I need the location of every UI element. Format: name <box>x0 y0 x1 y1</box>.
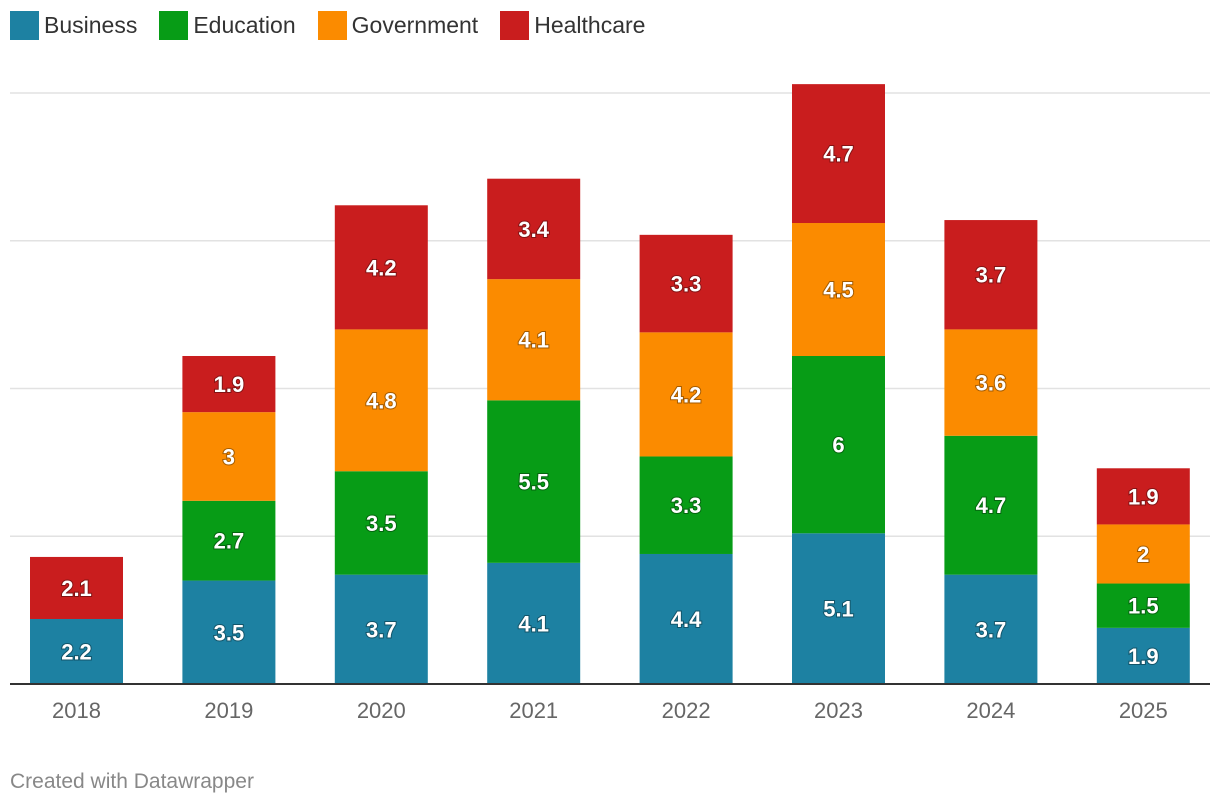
legend-item-education: Education <box>159 11 296 40</box>
x-tick-label: 2022 <box>662 698 711 723</box>
x-tick-label: 2023 <box>814 698 863 723</box>
data-label: 3 <box>223 444 235 469</box>
bar-segment-education-2025 <box>1096 583 1190 628</box>
data-label: 1.9 <box>1128 644 1159 669</box>
bar-segment-healthcare-2018 <box>30 556 123 619</box>
legend-label: Business <box>44 12 138 38</box>
legend-label: Healthcare <box>534 12 646 38</box>
x-tick-label: 2024 <box>966 698 1015 723</box>
data-label: 4.2 <box>671 382 702 407</box>
x-tick-label: 2020 <box>357 698 406 723</box>
bar-segment-business-2023 <box>792 533 885 684</box>
bar-segment-healthcare-2024 <box>944 220 1038 330</box>
bar-segment-government-2022 <box>639 332 733 457</box>
data-label: 3.4 <box>518 217 549 242</box>
data-label: 4.7 <box>976 493 1007 518</box>
bar-segment-business-2019 <box>182 580 276 684</box>
data-label: 4.7 <box>823 142 854 167</box>
legend-swatch <box>500 11 530 40</box>
legend-swatch <box>159 11 189 40</box>
data-label: 3.3 <box>671 493 702 518</box>
bar-segment-government-2023 <box>792 223 885 356</box>
data-label: 5.5 <box>518 470 549 495</box>
legend-label: Education <box>193 12 296 38</box>
data-label: 1.5 <box>1128 594 1159 619</box>
bar-segment-education-2019 <box>182 500 276 581</box>
data-label: 5.1 <box>823 597 854 622</box>
data-label: 3.7 <box>366 617 397 642</box>
x-tick-label: 2021 <box>509 698 558 723</box>
data-label: 3.7 <box>976 617 1007 642</box>
bar-segment-healthcare-2021 <box>487 178 581 280</box>
bar-segment-healthcare-2022 <box>639 234 733 333</box>
legend-item-government: Government <box>317 11 479 40</box>
x-axis: 2018 2019 2020 2021 2022 2023 2024 2025 <box>10 683 1210 723</box>
data-label: 1.9 <box>214 372 245 397</box>
bar-segment-healthcare-2019 <box>182 355 276 413</box>
data-label: 6 <box>832 433 844 458</box>
data-label: 4.1 <box>518 328 549 353</box>
bar-segment-healthcare-2025 <box>1096 468 1190 525</box>
legend-swatch <box>317 11 347 40</box>
data-label: 2.1 <box>61 576 92 601</box>
bar-segment-government-2021 <box>487 279 581 401</box>
bar-segment-education-2024 <box>944 435 1038 575</box>
bar-segment-business-2020 <box>334 574 428 684</box>
legend-swatch <box>10 11 39 40</box>
footer-credit: Created with Datawrapper <box>10 770 254 793</box>
data-label: 1.9 <box>1128 484 1159 509</box>
data-label: 4.2 <box>366 255 397 280</box>
data-label: 3.5 <box>366 511 397 536</box>
bar-segment-business-2018 <box>30 618 123 684</box>
data-label: 2 <box>1137 542 1149 567</box>
x-tick-label: 2018 <box>52 698 101 723</box>
x-tick-label: 2019 <box>204 698 253 723</box>
bar-segment-business-2024 <box>944 574 1038 684</box>
data-label: 4.8 <box>366 388 397 413</box>
bar-segment-healthcare-2023 <box>792 84 885 224</box>
bar-segment-government-2025 <box>1096 524 1190 584</box>
data-label: 4.4 <box>671 607 702 632</box>
legend-label: Government <box>351 12 479 38</box>
data-label: 4.5 <box>823 278 854 303</box>
data-label: 3.6 <box>976 371 1007 396</box>
legend: Business Education Government Healthcare <box>10 11 667 40</box>
bar-segment-government-2020 <box>334 329 428 472</box>
data-label: 3.7 <box>976 263 1007 288</box>
bars: 2.2 2.1 3.5 2.7 3 1.9 3.7 3.5 4.8 4.2 4.1 5.5 4.1 3.4… <box>30 84 1190 684</box>
bar-segment-education-2023 <box>792 355 885 534</box>
data-label: 2.7 <box>214 529 245 554</box>
bar-segment-business-2022 <box>639 553 733 684</box>
data-label: 2.2 <box>61 639 92 664</box>
bar-segment-business-2021 <box>487 562 581 684</box>
bar-segment-business-2025 <box>1096 627 1190 684</box>
bar-segment-government-2024 <box>944 329 1038 436</box>
x-tick-label: 2025 <box>1119 698 1168 723</box>
bar-segment-education-2020 <box>334 471 428 575</box>
bar-segment-government-2019 <box>182 412 276 501</box>
bar-segment-education-2021 <box>487 400 581 563</box>
bar-segment-healthcare-2020 <box>334 205 428 330</box>
data-label: 3.3 <box>671 272 702 297</box>
data-label: 3.5 <box>214 620 245 645</box>
bar-segment-education-2022 <box>639 456 733 554</box>
legend-item-healthcare: Healthcare <box>500 11 645 40</box>
data-label: 4.1 <box>518 611 549 636</box>
legend-item-business: Business <box>10 11 137 40</box>
